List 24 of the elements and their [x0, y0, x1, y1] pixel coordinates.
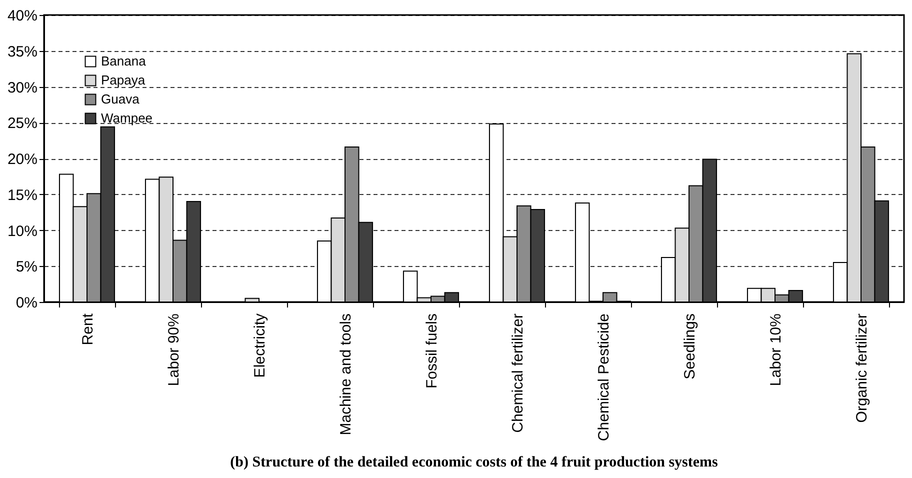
x-tick-label: Machine and tools [338, 314, 354, 436]
x-tick-label: Electricity [252, 313, 268, 378]
x-tick-label: Labor 10% [768, 314, 784, 386]
y-tick-label: 20% [7, 151, 38, 168]
x-tick-label: Rent [80, 312, 96, 346]
legend-label: Guava [101, 92, 140, 106]
legend-label: Wampee [101, 110, 153, 126]
y-tick-label: 0% [16, 294, 38, 312]
text: (b) Structure of the detailed economic costs of the 4 fruit production systems [230, 454, 718, 471]
y-tick-label: 35% [7, 43, 38, 60]
legend-label: Banana [101, 54, 147, 68]
y-tick-label: 30% [7, 79, 38, 96]
y-tick-label: 5% [16, 258, 38, 276]
x-tick-label: Fossil fuels [424, 314, 440, 389]
x-tick-label: Seedlings [682, 314, 698, 380]
x-tick-label: Organic fertilizer [854, 314, 870, 423]
y-tick-label: 15% [7, 186, 38, 204]
x-tick-label: Chemical Pesticide [596, 314, 612, 442]
y-tick-label: 10% [7, 222, 38, 240]
x-tick-label: Labor 90% [166, 314, 182, 386]
x-tick-label: Chemical fertilizer [510, 314, 526, 433]
y-tick-label: 25% [7, 115, 38, 132]
y-tick-label: 40% [7, 8, 38, 24]
legend-label: Papaya [101, 72, 146, 88]
